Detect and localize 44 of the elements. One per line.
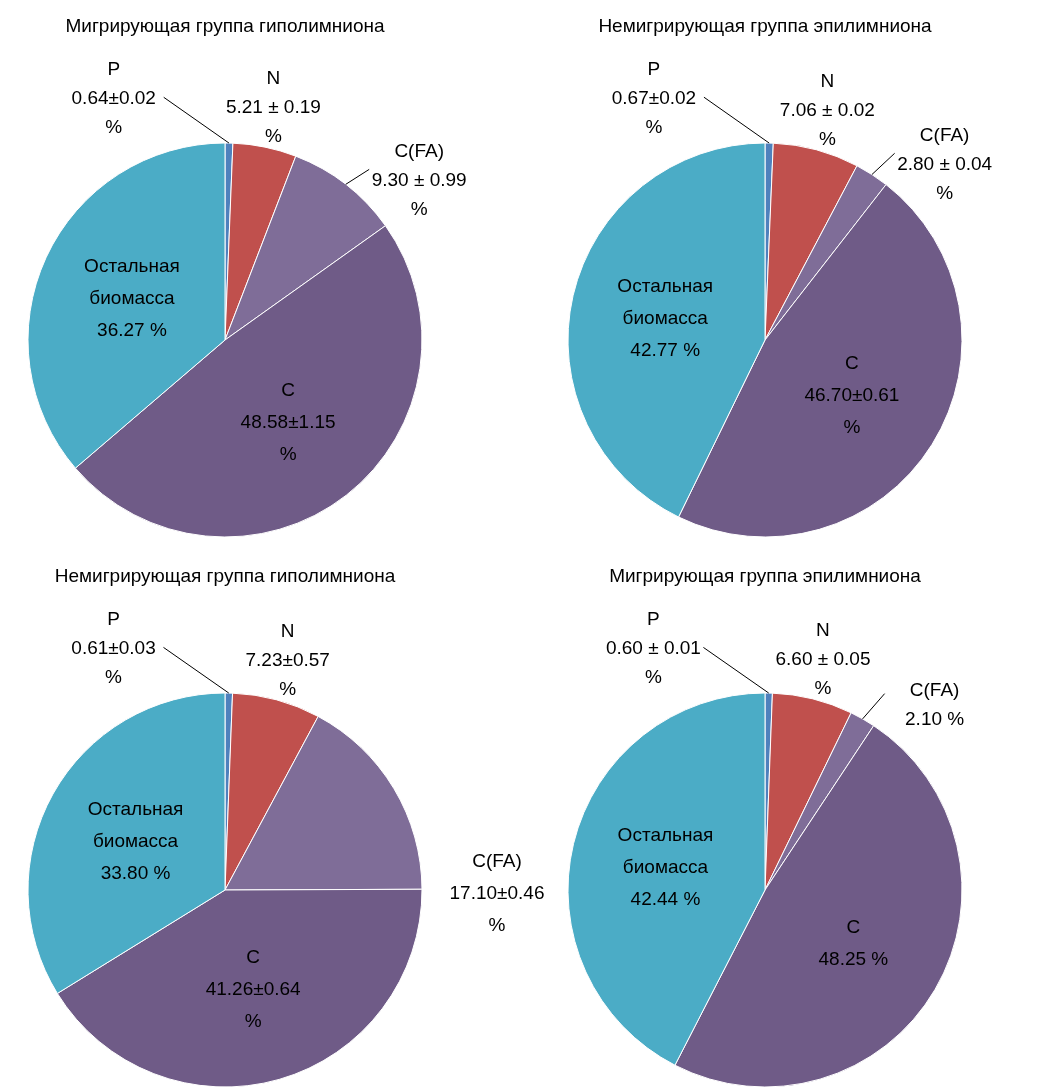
slice-label: C(FA) — [909, 679, 960, 701]
data-label: 41.26±0.64 % — [205, 978, 302, 1032]
slice-label: Остальная биомасса — [617, 274, 714, 328]
data-label: 42.44 % — [630, 887, 701, 909]
slice-label: Остальная биомасса — [87, 798, 184, 852]
slice-label: C(FA) — [472, 850, 522, 872]
chart-title: Немигрирующая группа гиполимниона — [54, 565, 396, 586]
data-label: 7.06 ± 0.02 % — [779, 99, 875, 150]
slice-label: C — [845, 352, 859, 374]
data-label: 33.80 % — [100, 862, 171, 884]
data-label: 46.70±0.61 % — [804, 384, 900, 438]
slice-label: N — [266, 66, 281, 88]
chart-title: Мигрирующая группа гиполимниона — [65, 15, 385, 36]
data-label: 42.77 % — [630, 338, 701, 360]
data-label: 36.27 % — [97, 319, 167, 341]
data-label: 6.60 ± 0.05 % — [775, 648, 871, 699]
data-label: 48.25 % — [818, 947, 889, 969]
data-label: 5.21 ± 0.19 % — [225, 95, 321, 146]
slice-label: P — [107, 58, 121, 80]
slice-label: P — [107, 608, 120, 630]
data-label: 0.64±0.02 % — [71, 87, 156, 138]
slice-label: N — [820, 70, 835, 92]
slice-label: N — [280, 620, 295, 642]
slice-label: C — [281, 378, 295, 400]
data-label: 2.80 ± 0.04 % — [897, 153, 993, 204]
data-label: 7.23±0.57 % — [245, 649, 330, 700]
slice-label: N — [816, 619, 830, 641]
data-label: 0.61±0.03 % — [71, 637, 156, 688]
data-label: 0.67±0.02 % — [611, 87, 697, 138]
data-label: 9.30 ± 0.99 % — [371, 169, 467, 220]
slice-label: Остальная биомасса — [84, 255, 180, 309]
slice-label: C(FA) — [394, 140, 444, 162]
slice-label: C(FA) — [919, 124, 970, 146]
slice-label: P — [647, 58, 661, 80]
data-label: 48.58±1.15 % — [240, 410, 336, 464]
slice-label: Остальная биомасса — [617, 823, 714, 877]
slice-label: C — [846, 915, 861, 937]
slice-label: P — [647, 608, 660, 630]
data-label: 17.10±0.46 % — [449, 882, 545, 936]
slice-label: C — [246, 946, 261, 968]
chart-title: Немигрирующая группа эпилимниона — [598, 15, 933, 36]
data-label: 0.60 ± 0.01 % — [605, 637, 701, 688]
data-label: 2.10 % — [905, 708, 965, 730]
chart-title: Мигрирующая группа эпилимниона — [609, 565, 922, 586]
